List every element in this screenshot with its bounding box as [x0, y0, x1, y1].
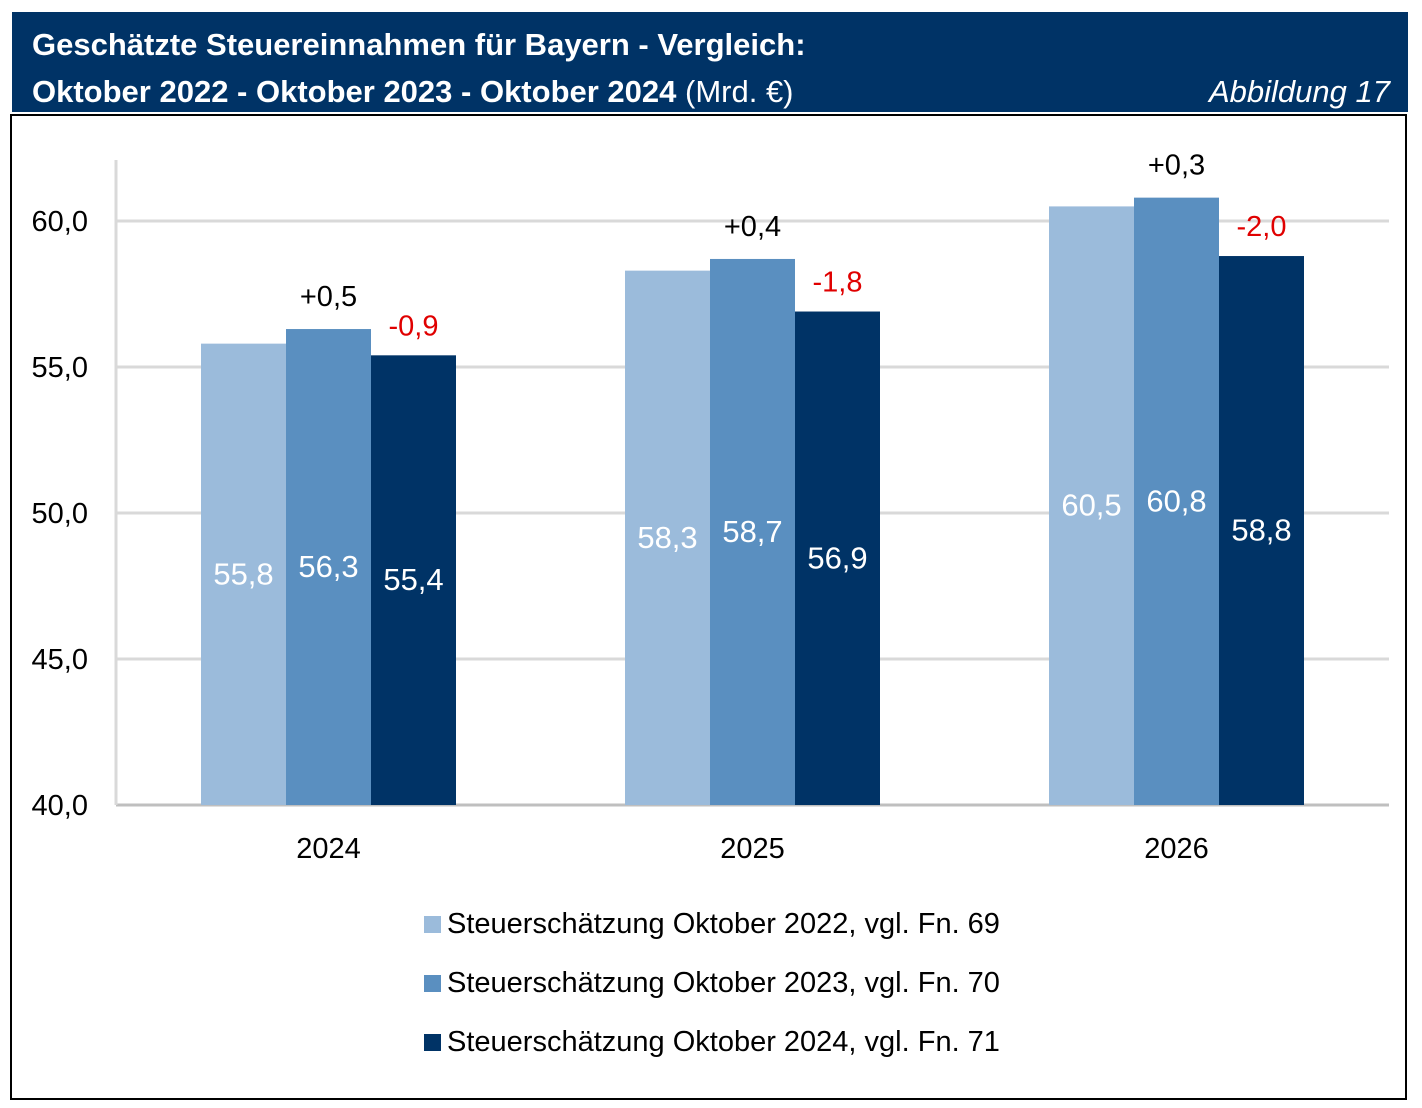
y-tick-label: 50,0	[32, 498, 88, 530]
bar-value-label: 55,4	[383, 562, 443, 597]
chart-header: Geschätzte Steuereinnahmen für Bayern - …	[12, 12, 1408, 112]
legend-item: Steuerschätzung Oktober 2023, vgl. Fn. 7…	[424, 954, 1000, 1013]
bar	[1219, 256, 1304, 805]
difference-label: +0,5	[300, 281, 357, 313]
difference-label: -1,8	[813, 267, 863, 299]
bar	[286, 329, 371, 805]
bar-value-label: 55,8	[213, 556, 273, 591]
chart-frame	[10, 114, 1407, 1100]
chart-legend: Steuerschätzung Oktober 2022, vgl. Fn. 6…	[424, 895, 1000, 1072]
bar	[371, 355, 456, 805]
legend-item: Steuerschätzung Oktober 2022, vgl. Fn. 6…	[424, 895, 1000, 954]
chart-title-period: Oktober 2022 - Oktober 2023 - Oktober 20…	[32, 74, 677, 109]
bar-value-label: 58,8	[1231, 513, 1291, 548]
bar	[625, 270, 710, 805]
bar	[795, 311, 880, 805]
legend-label-2022: Steuerschätzung Oktober 2022, vgl. Fn. 6…	[447, 908, 1000, 940]
y-tick-label: 55,0	[32, 352, 88, 384]
legend-item: Steuerschätzung Oktober 2024, vgl. Fn. 7…	[424, 1013, 1000, 1072]
x-tick-label: 2026	[1144, 833, 1209, 865]
legend-label-2024: Steuerschätzung Oktober 2024, vgl. Fn. 7…	[447, 1026, 1000, 1058]
difference-label: -2,0	[1237, 211, 1287, 243]
bar-value-label: 58,7	[722, 514, 782, 549]
legend-label-2023: Steuerschätzung Oktober 2023, vgl. Fn. 7…	[447, 967, 1000, 999]
figure-label: Abbildung 17	[1209, 74, 1390, 109]
bar-value-label: 56,9	[807, 540, 867, 575]
bar-value-label: 58,3	[637, 520, 697, 555]
difference-label: -0,9	[389, 310, 439, 342]
chart-title-line1: Geschätzte Steuereinnahmen für Bayern - …	[32, 27, 806, 62]
difference-label: +0,3	[1148, 150, 1205, 182]
bar-value-label: 60,8	[1146, 483, 1206, 518]
bar	[1134, 197, 1219, 805]
difference-label: +0,4	[724, 211, 781, 243]
chart-title-line2: Oktober 2022 - Oktober 2023 - Oktober 20…	[32, 74, 794, 110]
legend-swatch-2024	[424, 1034, 441, 1051]
x-tick-label: 2025	[720, 833, 785, 865]
x-tick-label: 2024	[296, 833, 361, 865]
bar	[710, 258, 795, 806]
y-tick-label: 45,0	[32, 644, 88, 676]
chart-title-unit: (Mrd. €)	[676, 74, 794, 109]
bar	[201, 343, 286, 805]
bar-value-label: 56,3	[298, 549, 358, 584]
y-tick-label: 40,0	[32, 790, 88, 822]
legend-swatch-2023	[424, 975, 441, 992]
y-tick-label: 60,0	[32, 206, 88, 238]
legend-swatch-2022	[424, 916, 441, 933]
bar	[1049, 206, 1134, 805]
bar-value-label: 60,5	[1061, 488, 1121, 523]
